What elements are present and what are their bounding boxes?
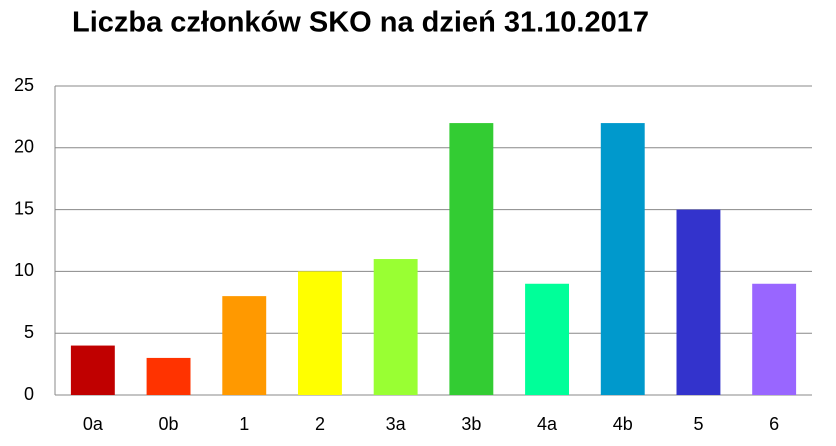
y-tick-label: 10	[14, 260, 34, 280]
x-tick-label: 3a	[386, 414, 407, 434]
x-tick-label: 0a	[83, 414, 104, 434]
x-tick-label: 2	[315, 414, 325, 434]
y-tick-label: 0	[24, 384, 34, 404]
bar	[600, 123, 645, 395]
bar	[222, 296, 267, 395]
x-tick-label: 3b	[461, 414, 481, 434]
x-tick-label: 1	[239, 414, 249, 434]
bar	[676, 209, 721, 395]
x-tick-label: 5	[693, 414, 703, 434]
bar	[70, 345, 115, 395]
y-tick-label: 20	[14, 137, 34, 157]
y-tick-label: 5	[24, 322, 34, 342]
bar	[449, 123, 494, 395]
bar	[525, 283, 570, 395]
chart-title: Liczba członków SKO na dzień 31.10.2017	[72, 7, 649, 39]
x-tick-label: 0b	[159, 414, 179, 434]
x-tick-label: 4b	[613, 414, 633, 434]
x-tick-label: 6	[769, 414, 779, 434]
y-tick-label: 15	[14, 198, 34, 218]
bar	[752, 283, 797, 395]
y-tick-label: 25	[14, 75, 34, 95]
bar	[146, 357, 191, 395]
bar	[297, 271, 342, 395]
x-tick-label: 4a	[537, 414, 558, 434]
bar	[373, 259, 418, 395]
